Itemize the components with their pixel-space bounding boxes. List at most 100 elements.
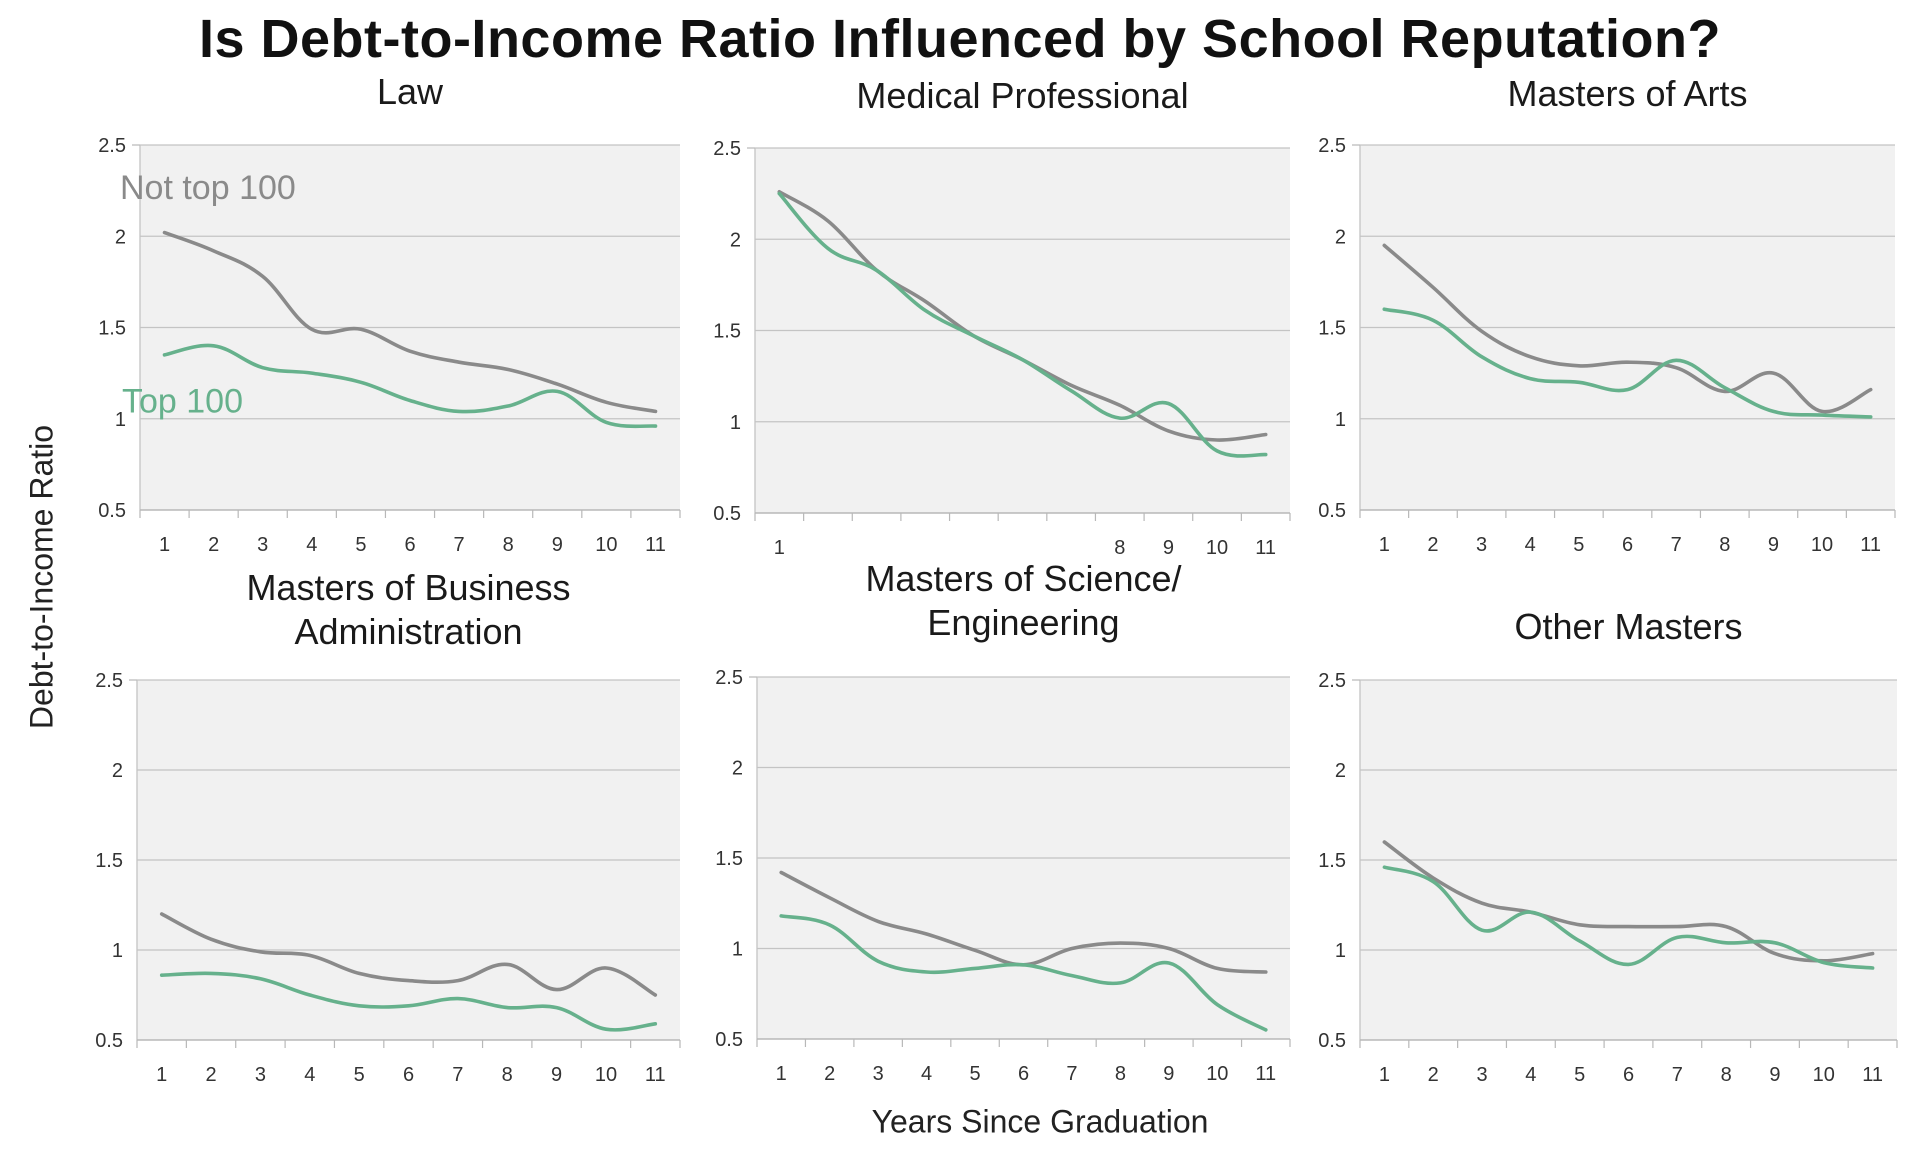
x-tick-label: 4 (1525, 1064, 1536, 1086)
y-tick-label: 1 (1335, 409, 1346, 431)
y-tick-label: 0.5 (95, 1030, 123, 1052)
y-tick-label: 2 (1335, 226, 1346, 248)
x-tick-label: 11 (1255, 1063, 1276, 1085)
panel-masters-of-business-administration: Masters of Business Administration 0.5 1 1.5… (95, 567, 681, 1086)
y-tick-label: 1.5 (713, 321, 741, 343)
x-tick-label: 1 (774, 537, 785, 559)
x-tick-label: 9 (1163, 537, 1174, 559)
panel-title: Medical Professional (755, 74, 1290, 118)
y-tick-label: 1 (730, 412, 741, 434)
x-tick-label: 7 (452, 1064, 463, 1086)
x-tick-label: 2 (205, 1064, 216, 1086)
x-tick-label: 11 (645, 534, 666, 556)
x-tick-label: 8 (1115, 1063, 1126, 1085)
x-tick-label: 5 (354, 1064, 365, 1086)
y-tick-label: 2.5 (98, 135, 126, 157)
y-tick-label: 1.5 (98, 318, 126, 340)
x-tick-label: 5 (1574, 1064, 1585, 1086)
series-line-not-top-100 (162, 230, 658, 414)
x-tick-label: 10 (1811, 534, 1833, 556)
x-tick-label: 10 (1813, 1064, 1835, 1086)
panel-title-line: Administration (294, 611, 523, 652)
x-tick-label: 10 (595, 534, 617, 556)
y-tick-label: 1 (732, 939, 743, 961)
x-tick-label: 2 (1428, 1064, 1439, 1086)
x-tick-label: 1 (1379, 1064, 1390, 1086)
panel-title-line: Law (376, 71, 444, 112)
plot-svg: 0.5 1 1.5 2 2.5 1 2 3 4 5 6 7 8 9 10 11 (1318, 670, 1898, 1086)
x-tick-label: 3 (255, 1064, 266, 1086)
x-tick-label: 8 (1721, 1064, 1732, 1086)
series-line-top-100 (159, 971, 658, 1032)
x-tick-label: 3 (1476, 534, 1487, 556)
y-tick-label: 2 (732, 758, 743, 780)
x-tick-label: 11 (1255, 537, 1276, 559)
x-tick-label: 10 (1206, 1063, 1228, 1085)
panel-medical-professional: Medical Professional 0.5 1 1.5 2 2.5 1 8 9 10 11 (713, 75, 1291, 559)
x-tick-label: 1 (776, 1063, 787, 1085)
y-tick-label: 1.5 (1318, 318, 1346, 340)
y-tick-label: 0.5 (713, 503, 741, 525)
x-tick-label: 6 (1018, 1063, 1029, 1085)
y-tick-label: 0.5 (1318, 500, 1346, 522)
x-tick-label: 7 (1066, 1063, 1077, 1085)
panel-title-line: Masters of Business (246, 567, 571, 608)
plot-svg: 0.5 1 1.5 2 2.5 1 2 3 4 5 6 7 8 9 10 11 Not top 100 Top 1… (98, 135, 681, 556)
y-tick-label: 2.5 (715, 667, 743, 689)
x-tick-label: 5 (1573, 534, 1584, 556)
panel-title: Masters of Arts (1360, 72, 1895, 116)
x-tick-label: 10 (1206, 537, 1228, 559)
x-tick-label: 6 (1622, 534, 1633, 556)
panel-title-line: Masters of Science/ (865, 558, 1182, 599)
y-tick-label: 2.5 (95, 670, 123, 692)
panel-title: Masters of Science/Engineering (757, 557, 1290, 645)
x-tick-label: 2 (1427, 534, 1438, 556)
y-axis-label: Debt-to-Income Ratio (23, 424, 60, 730)
panel-masters-of-science-engineering: Masters of Science/Engineering 0.5 1 1.5 2 2.… (715, 558, 1291, 1085)
y-tick-label: 1 (1335, 940, 1346, 962)
x-tick-label: 11 (1860, 534, 1881, 556)
x-tick-label: 9 (1769, 1064, 1780, 1086)
x-tick-label: 7 (454, 534, 465, 556)
panel-title-line: Other Masters (1514, 606, 1743, 647)
x-tick-label: 10 (595, 1064, 617, 1086)
panel-law: Law 0.5 1 1.5 2 2.5 1 2 3 4 5 6 7 8 9 10 11 Not top 100 To… (98, 71, 681, 556)
x-tick-label: 4 (304, 1064, 315, 1086)
series-line-top-100 (777, 191, 1268, 458)
x-tick-label: 4 (1525, 534, 1536, 556)
y-tick-label: 2.5 (1318, 135, 1346, 157)
series-line-not-top-100 (1382, 243, 1873, 414)
x-tick-label: 2 (824, 1063, 835, 1085)
x-tick-label: 5 (969, 1063, 980, 1085)
y-tick-label: 2 (1335, 760, 1346, 782)
x-tick-label: 11 (1862, 1064, 1883, 1086)
y-tick-label: 2 (730, 229, 741, 251)
x-tick-label: 9 (1768, 534, 1779, 556)
y-tick-label: 1.5 (715, 848, 743, 870)
x-tick-label: 6 (404, 534, 415, 556)
series-label-top-100: Top 100 (122, 383, 243, 421)
series-line-top-100 (1382, 307, 1873, 419)
chart-title: Is Debt-to-Income Ratio Influenced by Sc… (198, 9, 1722, 69)
y-tick-label: 0.5 (715, 1029, 743, 1051)
x-tick-label: 5 (355, 534, 366, 556)
x-tick-label: 4 (306, 534, 317, 556)
series-label-not-top-100: Not top 100 (120, 169, 296, 207)
plot-svg: 0.5 1 1.5 2 2.5 1 8 9 10 11 (713, 138, 1291, 559)
x-tick-label: 7 (1671, 534, 1682, 556)
y-tick-label: 2.5 (713, 138, 741, 160)
panel-title-line: Medical Professional (856, 75, 1189, 116)
panel-title-line: Engineering (927, 602, 1120, 643)
x-tick-label: 8 (1719, 534, 1730, 556)
x-tick-label: 6 (403, 1064, 414, 1086)
plot-svg: 0.5 1 1.5 2 2.5 1 2 3 4 5 6 7 8 9 10 11 (715, 667, 1291, 1085)
x-tick-label: 4 (921, 1063, 932, 1085)
y-tick-label: 2 (112, 760, 123, 782)
x-tick-label: 8 (503, 534, 514, 556)
plot-svg: 0.5 1 1.5 2 2.5 1 2 3 4 5 6 7 8 9 10 11 (1318, 135, 1896, 556)
x-axis-label: Years Since Graduation (871, 1103, 1209, 1140)
x-tick-label: 6 (1623, 1064, 1634, 1086)
series-line-top-100 (162, 343, 658, 429)
y-tick-label: 2.5 (1318, 670, 1346, 692)
x-tick-label: 8 (1114, 537, 1125, 559)
